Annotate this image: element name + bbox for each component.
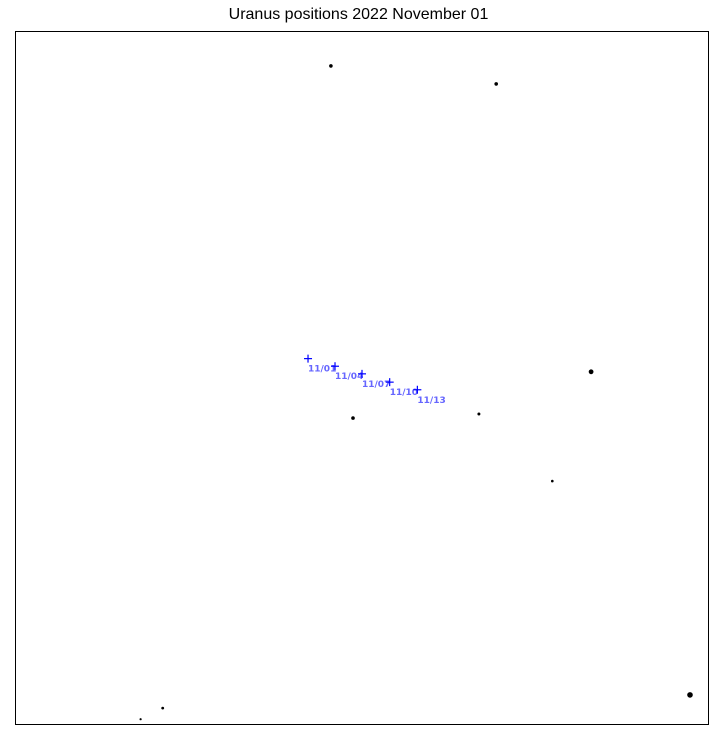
plot-frame: [15, 31, 709, 725]
position-date-label: 11/01: [308, 365, 336, 375]
uranus-position-marker: [385, 378, 394, 387]
position-date-label: 11/10: [390, 388, 418, 398]
star-point: [329, 64, 333, 68]
star-point: [477, 412, 481, 416]
star-point: [351, 416, 355, 420]
star-point: [588, 369, 594, 375]
uranus-position-marker: [358, 369, 366, 378]
position-date-label: 11/13: [417, 396, 445, 406]
star-point: [551, 479, 554, 483]
star-point: [139, 718, 142, 721]
uranus-position-marker: [304, 354, 313, 363]
uranus-position-marker: [331, 362, 340, 371]
star-point: [687, 692, 693, 698]
stars-layer: [139, 64, 693, 721]
position-date-label: 11/04: [335, 372, 363, 382]
star-point: [494, 82, 499, 86]
uranus-position-marker: [413, 385, 422, 394]
chart-title: Uranus positions 2022 November 01: [228, 6, 489, 23]
position-date-label: 11/07: [362, 380, 390, 390]
star-point: [161, 706, 165, 710]
